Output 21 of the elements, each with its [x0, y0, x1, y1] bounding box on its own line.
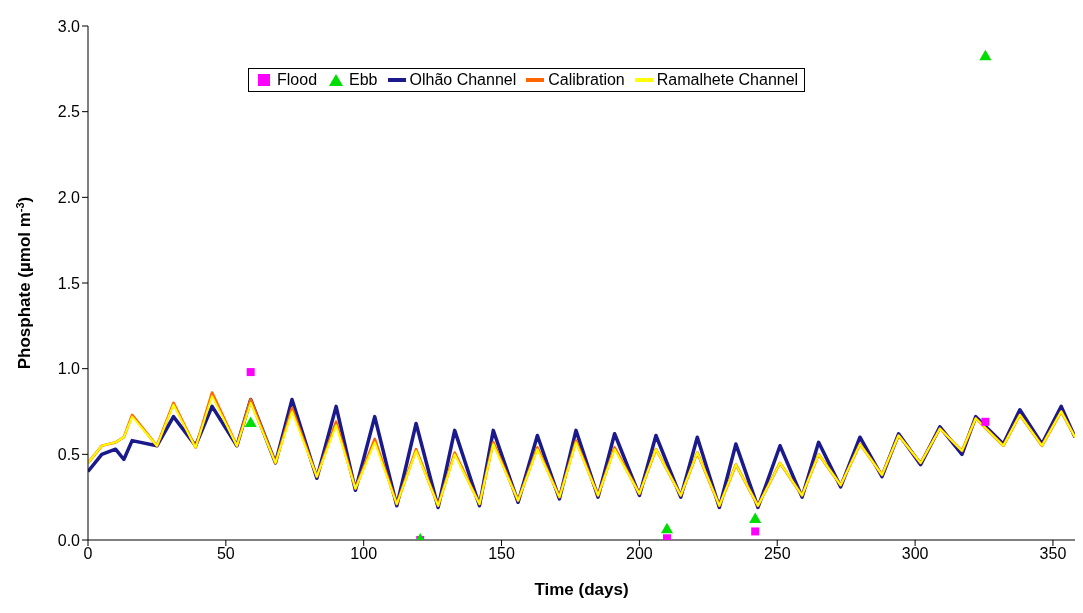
legend-label: Flood	[276, 71, 318, 89]
y-tick-label: 2.5	[57, 103, 81, 121]
x-tick-label: 200	[626, 545, 653, 563]
x-tick-label: 350	[1039, 545, 1067, 563]
y-tick-label: 1.0	[57, 360, 81, 378]
legend-label: Olhão Channel	[408, 71, 517, 89]
y-tick-label: 0.5	[57, 446, 81, 464]
x-tick-label: 0	[83, 545, 93, 563]
x-tick-label: 50	[216, 545, 235, 563]
legend-label: Ramalhete Channel	[655, 71, 799, 89]
legend-label: Calibration	[547, 71, 625, 89]
y-tick-label: 0.0	[57, 531, 81, 549]
x-tick-label: 150	[488, 545, 515, 563]
x-tick-label: 250	[763, 545, 791, 563]
legend-label: Ebb	[348, 71, 378, 89]
x-tick-label: 100	[350, 545, 378, 563]
x-axis-title: Time (days)	[534, 580, 629, 599]
y-tick-label: 2.0	[57, 189, 81, 207]
y-tick-label: 1.5	[57, 274, 81, 292]
x-tick-label: 300	[901, 545, 929, 563]
y-tick-label: 3.0	[57, 17, 81, 35]
